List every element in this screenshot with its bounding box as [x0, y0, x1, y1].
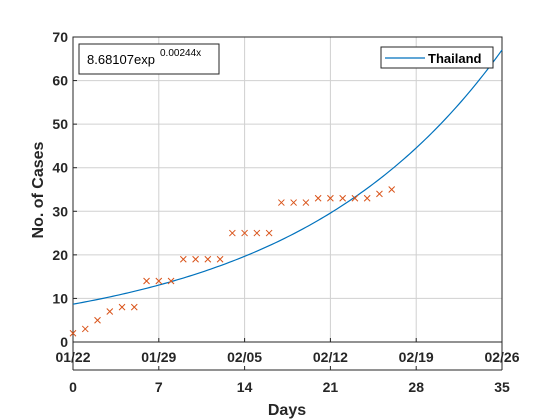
data-point-stroke [81, 325, 89, 333]
x-tick-label: 28 [408, 379, 424, 395]
x-axis-label: Days [268, 402, 306, 419]
data-point [179, 255, 187, 263]
y-tick-label: 60 [52, 73, 68, 89]
y-tick-label: 50 [52, 116, 68, 132]
date-tick-label: 02/05 [227, 349, 262, 365]
data-point-stroke [290, 199, 297, 206]
data-point-stroke [94, 316, 101, 324]
data-point-stroke [351, 194, 359, 202]
y-tick-label: 70 [52, 29, 68, 45]
date-tick-label: 02/12 [313, 349, 348, 365]
data-point [241, 229, 248, 237]
y-tick-label: 10 [52, 290, 68, 306]
date-tick-label: 01/29 [141, 349, 176, 365]
data-point-stroke [314, 194, 322, 202]
data-point-stroke [265, 229, 273, 237]
data-point-stroke [228, 229, 236, 237]
y-ticks-group: 0 10 20 30 40 50 60 70 [52, 29, 77, 350]
legend-label-thailand: Thailand [428, 51, 482, 66]
data-point [278, 199, 285, 206]
data-point-stroke [106, 308, 114, 315]
data-point-stroke [278, 199, 285, 206]
data-point [204, 255, 212, 263]
equation-exponent: 0.00244x [160, 48, 201, 59]
data-point [106, 308, 114, 315]
x-tick-label: 0 [69, 379, 77, 395]
data-point-stroke [179, 255, 187, 263]
x-tick-label: 21 [323, 379, 339, 395]
equation-base: 8.68107exp [87, 52, 155, 67]
data-point [388, 186, 396, 193]
data-point [118, 303, 126, 311]
y-tick-label: 0 [60, 334, 68, 350]
data-point-stroke [216, 255, 224, 263]
data-point [216, 255, 224, 263]
equation-box [78, 43, 220, 75]
data-point [253, 229, 261, 237]
x-tick-label: 35 [494, 379, 510, 395]
data-point-stroke [192, 255, 199, 263]
data-point [192, 255, 199, 263]
date-tick-label: 02/26 [484, 349, 519, 365]
data-point [363, 194, 371, 202]
y-tick-label: 30 [52, 203, 68, 219]
data-point-stroke [388, 186, 396, 193]
grid-lines [72, 36, 503, 343]
data-point [155, 277, 163, 285]
data-point [81, 325, 89, 333]
y-axis-label: No. of Cases [30, 141, 47, 238]
data-point [302, 199, 310, 206]
data-point-stroke [253, 229, 261, 237]
data-point-stroke [155, 277, 163, 285]
data-point-stroke [363, 194, 371, 202]
data-point-stroke [241, 229, 248, 237]
data-point-stroke [339, 194, 347, 202]
data-point [314, 194, 322, 202]
legend-box [380, 46, 494, 69]
data-point-stroke [327, 194, 334, 202]
x-ticks-group: 01/22 01/29 02/05 02/12 02/19 02/26 0 7 14 21 28 35 [55, 338, 520, 395]
plot-area-frame [72, 36, 503, 343]
x-tick-label: 7 [155, 379, 163, 395]
data-points-group [69, 186, 396, 337]
data-point [143, 277, 150, 285]
data-point [265, 229, 273, 237]
data-point [351, 194, 359, 202]
legend: Thailand [380, 46, 494, 69]
fit-curve-group [72, 49, 503, 305]
data-point [69, 329, 77, 337]
data-point-stroke [69, 329, 77, 337]
data-point [228, 229, 236, 237]
data-point-stroke [118, 303, 126, 311]
data-point-stroke [204, 255, 212, 263]
data-point [94, 316, 101, 324]
y-tick-label: 20 [52, 247, 68, 263]
data-point-stroke [376, 190, 383, 198]
data-point-stroke [302, 199, 310, 206]
data-point [339, 194, 347, 202]
date-tick-label: 02/19 [399, 349, 434, 365]
date-tick-label: 01/22 [55, 349, 90, 365]
data-point-stroke [167, 277, 175, 285]
data-point [327, 194, 334, 202]
data-point-stroke [130, 303, 138, 311]
x-tick-label: 14 [237, 379, 253, 395]
data-point [167, 277, 175, 285]
data-point [290, 199, 297, 206]
data-point-stroke [143, 277, 150, 285]
y-tick-label: 40 [52, 160, 68, 176]
data-point [376, 190, 383, 198]
data-point [130, 303, 138, 311]
fit-curve-line [72, 49, 503, 305]
